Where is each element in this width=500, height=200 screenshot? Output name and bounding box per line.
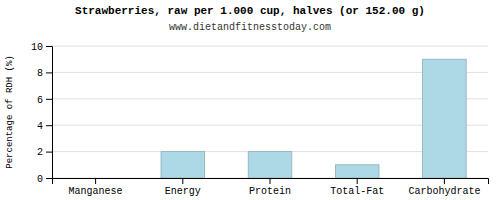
bar [335,165,379,178]
bar [423,59,467,178]
x-axis: Manganese Energy Protein Total-Fat Carbohydr… [53,178,489,197]
tick-label: 6 [37,95,43,106]
tick: 4 [37,121,52,132]
tick: Manganese [69,178,123,197]
bar [161,152,205,178]
tick-mark [46,46,52,47]
bars [161,59,466,178]
axis-line [46,47,53,179]
tick-label: Total-Fat [330,186,384,197]
tick-mark [357,178,358,184]
subtitle: www.dietandfitnesstoday.com [169,22,331,33]
tick-label: 0 [37,174,43,185]
tick-label: Energy [165,186,201,197]
tick-mark [46,99,52,100]
tick-mark [46,125,52,126]
axis-line [53,179,489,185]
y-axis-title: Percentage of RDH (%) [5,55,15,168]
tick: Energy [165,178,201,197]
tick-mark [46,178,52,179]
tick: Protein [249,178,291,197]
grid [52,46,488,178]
y-axis: 0 2 4 6 8 10 [31,42,53,185]
tick-mark [46,152,52,153]
tick-mark [182,178,183,184]
tick-label: 8 [37,68,43,79]
tick-label: Manganese [69,186,123,197]
grid-line [52,46,488,47]
tick: Total-Fat [330,178,384,197]
bar [248,152,292,178]
tick-label: Protein [249,186,291,197]
tick: 10 [31,42,52,53]
tick: 0 [37,174,52,185]
chart-container: Strawberries, raw per 1.000 cup, halves … [0,0,500,200]
tick-label: Carbohydrate [408,186,480,197]
tick: 8 [37,68,52,79]
chart: Strawberries, raw per 1.000 cup, halves … [0,0,500,200]
plot: 0 2 4 6 8 10 Manganese Energy Protein Total-Fat Ca… [31,42,489,197]
tick-label: 10 [31,42,43,53]
tick-mark [444,178,445,184]
tick: 2 [37,147,52,158]
tick-label: 2 [37,147,43,158]
tick: Carbohydrate [408,178,480,197]
tick: 6 [37,95,52,106]
tick-label: 4 [37,121,43,132]
bar [74,178,118,179]
tick-mark [46,72,52,73]
title: Strawberries, raw per 1.000 cup, halves … [75,5,425,17]
tick-mark [270,178,271,184]
tick-mark [95,178,96,184]
